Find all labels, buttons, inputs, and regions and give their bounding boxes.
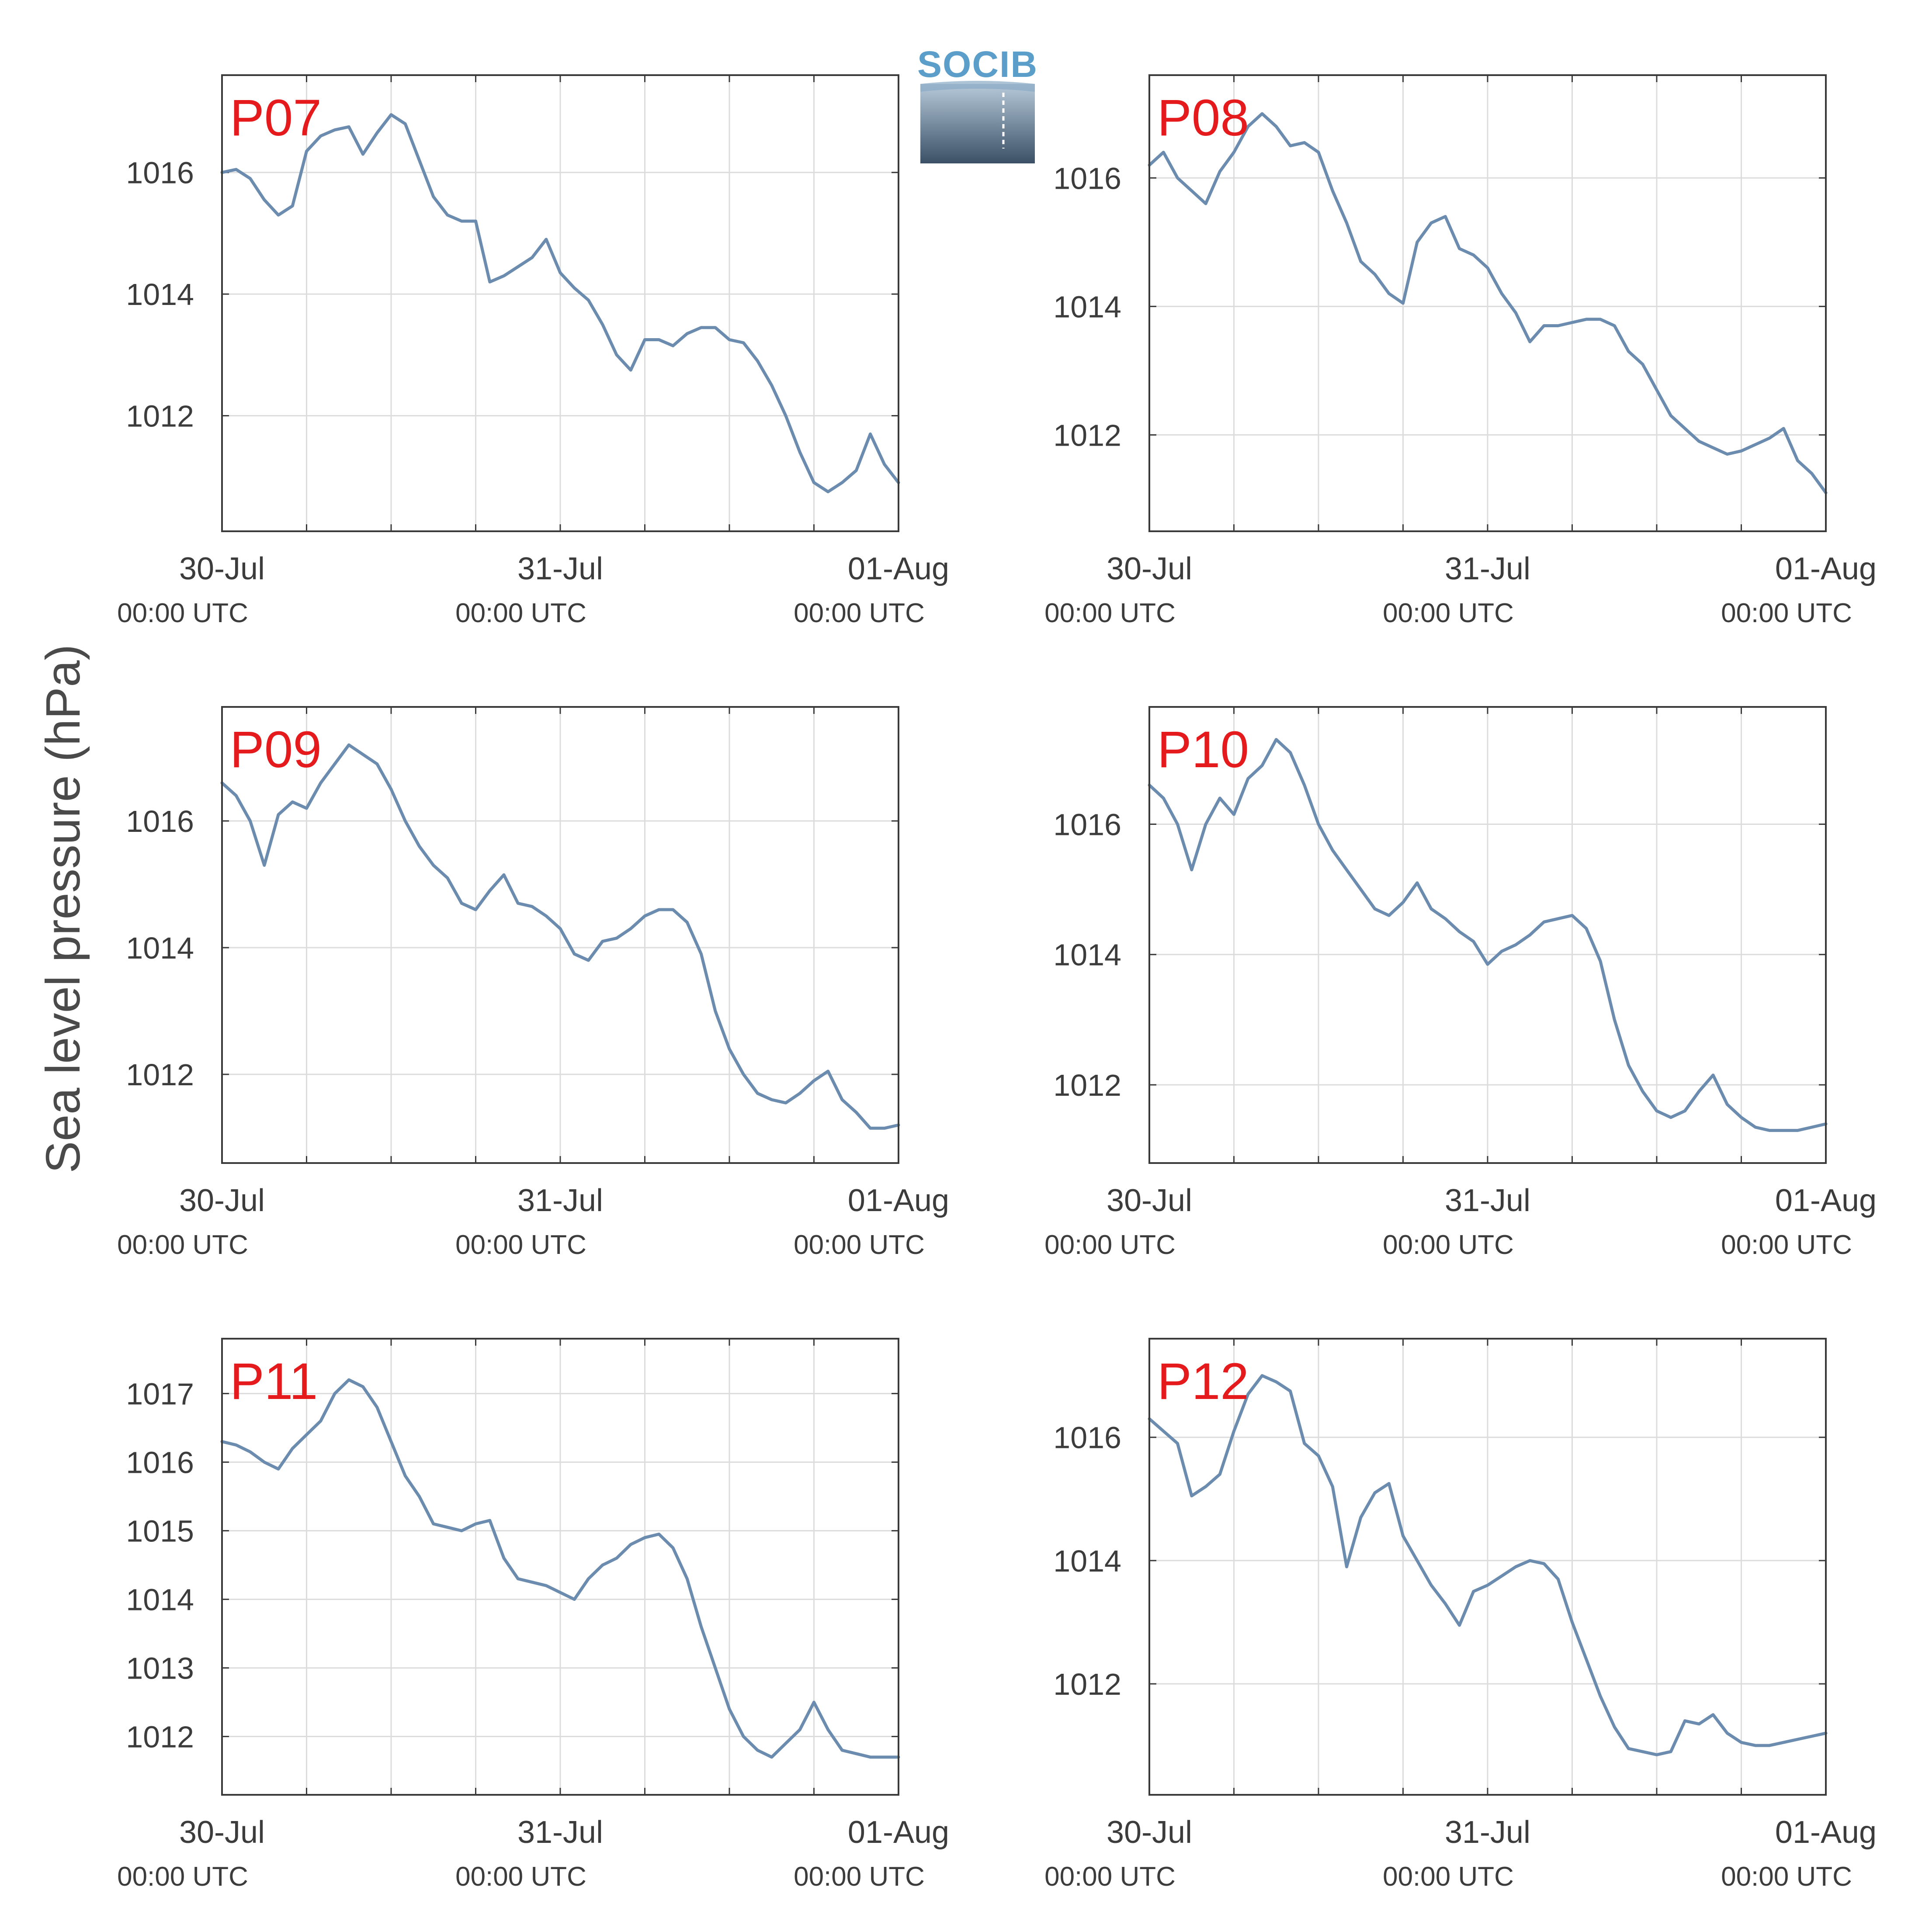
panel-p12: 1012 1014 1016 P12 30-Jul 00:00 UTC 31-Jul 00:0… (1044, 1338, 1877, 1892)
panel-p12-xtick-time: 00:00 UTC (1721, 1862, 1852, 1892)
panel-p08-xtick-time: 00:00 UTC (1383, 598, 1514, 628)
panel-p08-frame (1148, 74, 1827, 532)
panel-p08-xtick-time: 00:00 UTC (1721, 598, 1852, 628)
panel-p11: 1012 1013 1014 1015 1016 1017 P11 30-Jul 00:00 U… (117, 1338, 949, 1892)
panel-p11-frame (221, 1338, 899, 1796)
panel-p08: 1012 1014 1016 P08 30-Jul 00:00 UTC 31-Jul 00:0… (1044, 74, 1877, 628)
panel-p11-ytick-label: 1014 (126, 1583, 194, 1617)
panel-p10-xtick-time: 00:00 UTC (1383, 1230, 1514, 1260)
panel-p07-ytick-label: 1012 (126, 399, 194, 433)
panel-p07-xtick-time: 00:00 UTC (455, 598, 586, 628)
panel-p09-ytick-label: 1012 (126, 1058, 194, 1092)
panel-p08-series-line (1148, 112, 1828, 495)
panel-p12-xtick-date: 31-Jul (1445, 1815, 1530, 1850)
panel-p10-xtick-time: 00:00 UTC (1721, 1230, 1852, 1260)
panel-p10-xtick-date: 30-Jul (1107, 1183, 1192, 1218)
panel-p07-xtick-time: 00:00 UTC (794, 598, 925, 628)
panel-p11-ytick-label: 1012 (126, 1720, 194, 1754)
panel-p09-frame (221, 706, 899, 1164)
panel-p07-xtick-time: 00:00 UTC (117, 598, 248, 628)
panel-p11-xtick-date: 01-Aug (848, 1815, 949, 1850)
panel-p09-label: P09 (230, 721, 322, 779)
panel-p09-xtick-time: 00:00 UTC (455, 1230, 586, 1260)
panel-p10-ytick-label: 1016 (1053, 807, 1121, 841)
panel-p08-ytick-label: 1016 (1053, 161, 1121, 195)
y-axis-label: Sea level pressure (hPa) (36, 644, 90, 1174)
panel-p11-xtick-time: 00:00 UTC (455, 1862, 586, 1892)
panel-p11-xtick-date: 31-Jul (517, 1815, 603, 1850)
logo-text: SOCIB (917, 44, 1038, 85)
panel-p12-ytick-label: 1014 (1053, 1544, 1121, 1578)
panel-p12-series-line (1148, 1374, 1828, 1756)
socib-logo: SOCIB (917, 44, 1038, 163)
panel-p10-xtick-date: 31-Jul (1445, 1183, 1530, 1218)
logo-wave (920, 81, 1035, 92)
panel-p11-series-line (220, 1378, 900, 1759)
chart-panels: 1012 1014 1016 P07 30-Jul 00:00 UTC 31-Jul 00:0… (117, 74, 1877, 1892)
panel-p09: 1012 1014 1016 P09 30-Jul 00:00 UTC 31-Jul 00:0… (117, 706, 949, 1260)
panel-p11-xtick-time: 00:00 UTC (117, 1862, 248, 1892)
panel-p09-xtick-time: 00:00 UTC (117, 1230, 248, 1260)
panel-p12-xtick-date: 30-Jul (1107, 1815, 1192, 1850)
panel-p11-xtick-time: 00:00 UTC (794, 1862, 925, 1892)
panel-p07-ytick-label: 1014 (126, 277, 194, 312)
panel-p11-ytick-label: 1017 (126, 1377, 194, 1411)
logo-block (920, 84, 1035, 163)
panel-p08-ytick-label: 1012 (1053, 418, 1121, 452)
panel-p12-xtick-date: 01-Aug (1775, 1815, 1877, 1850)
panel-p08-xtick-date: 30-Jul (1107, 551, 1192, 586)
panel-p10-series-line (1148, 738, 1828, 1132)
panel-p12-xtick-time: 00:00 UTC (1044, 1862, 1176, 1892)
panel-p12-label: P12 (1157, 1353, 1249, 1410)
panel-p08-ytick-label: 1014 (1053, 290, 1121, 324)
panel-p10-frame (1148, 706, 1827, 1164)
panel-p11-xtick-date: 30-Jul (179, 1815, 265, 1850)
panel-p11-label: P11 (230, 1353, 318, 1410)
panel-p09-series-line (220, 743, 900, 1130)
panel-p07-xtick-date: 01-Aug (848, 551, 949, 586)
panel-p09-ytick-label: 1016 (126, 804, 194, 838)
panel-p12-xtick-time: 00:00 UTC (1383, 1862, 1514, 1892)
panel-p10-xtick-time: 00:00 UTC (1044, 1230, 1176, 1260)
panel-p11-ytick-label: 1016 (126, 1446, 194, 1480)
panel-p07-xtick-date: 30-Jul (179, 551, 265, 586)
panel-p09-xtick-date: 31-Jul (517, 1183, 603, 1218)
panel-p08-label: P08 (1157, 89, 1249, 147)
panel-p07-xtick-date: 31-Jul (517, 551, 603, 586)
panel-p11-ytick-label: 1013 (126, 1652, 194, 1686)
panel-p08-xtick-date: 01-Aug (1775, 551, 1877, 586)
panel-p07: 1012 1014 1016 P07 30-Jul 00:00 UTC 31-Jul 00:0… (117, 74, 949, 628)
panel-p08-xtick-time: 00:00 UTC (1044, 598, 1176, 628)
panel-p07-ytick-label: 1016 (126, 156, 194, 190)
panel-p07-label: P07 (230, 89, 322, 147)
panel-p10-ytick-label: 1012 (1053, 1068, 1121, 1102)
panel-p08-xtick-date: 31-Jul (1445, 551, 1530, 586)
panel-p12-frame (1148, 1338, 1827, 1796)
panel-p07-series-line (220, 113, 900, 493)
panel-p10: 1012 1014 1016 P10 30-Jul 00:00 UTC 31-Jul 00:0… (1044, 706, 1877, 1260)
panel-p09-xtick-date: 01-Aug (848, 1183, 949, 1218)
panel-p10-ytick-label: 1014 (1053, 938, 1121, 972)
panel-p09-xtick-date: 30-Jul (179, 1183, 265, 1218)
panel-p12-ytick-label: 1012 (1053, 1667, 1121, 1701)
panel-p12-ytick-label: 1016 (1053, 1421, 1121, 1455)
panel-p10-label: P10 (1157, 721, 1249, 779)
panel-p11-ytick-label: 1015 (126, 1514, 194, 1548)
panel-p07-frame (221, 74, 899, 532)
panel-p09-ytick-label: 1014 (126, 931, 194, 965)
panel-p09-xtick-time: 00:00 UTC (794, 1230, 925, 1260)
panel-p10-xtick-date: 01-Aug (1775, 1183, 1877, 1218)
